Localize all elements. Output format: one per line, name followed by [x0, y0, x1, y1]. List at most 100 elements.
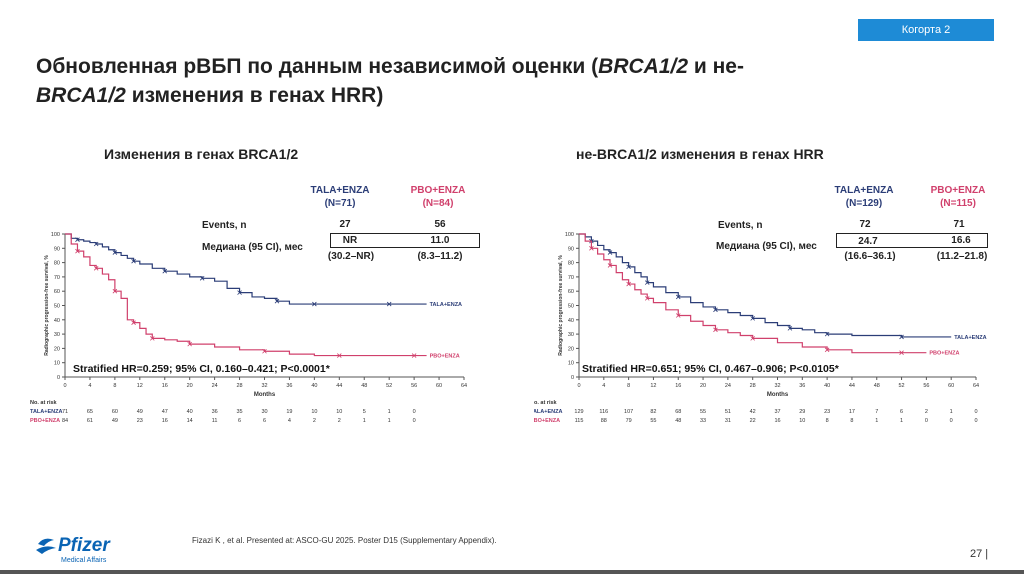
x-tick-label: 48 [874, 383, 880, 389]
censor-mark [274, 298, 280, 304]
x-tick-label: 64 [461, 383, 467, 389]
cohort-badge: Когорта 2 [858, 19, 994, 41]
at-risk-pbo-value: 1 [875, 418, 878, 424]
censor-mark [162, 268, 168, 274]
left-median-label: Медиана (95 CI), мес [202, 242, 303, 253]
right-pbo-label: PBO+ENZA [930, 185, 986, 196]
right-pbo-n: (N=115) [940, 198, 976, 209]
series-label-pbo: PBO+ENZA [430, 354, 460, 360]
x-tick-label: 48 [361, 383, 367, 389]
at-risk-tala-value: 37 [774, 409, 780, 415]
at-risk-pbo-value: 1 [900, 418, 903, 424]
km-curve-pbo [65, 233, 427, 357]
at-risk-pbo-value: 1 [388, 418, 391, 424]
at-risk-pbo-value: 16 [162, 418, 168, 424]
x-tick-label: 24 [725, 383, 731, 389]
censor-mark [75, 237, 80, 243]
right-pbo-median: 16.6 [951, 235, 971, 246]
censor-mark [112, 250, 118, 255]
y-tick-label: 40 [568, 318, 574, 324]
at-risk-tala-value: 17 [849, 409, 855, 415]
series-label-pbo: PBO+ENZA [929, 351, 959, 357]
censor-mark [607, 263, 613, 268]
right-tala-header: TALA+ENZA (N=129) [822, 184, 906, 210]
pfizer-logo: Pfizer Medical Affairs [34, 532, 134, 566]
at-risk-pbo-value: 6 [263, 418, 266, 424]
at-risk-pbo-label: PBO+ENZA [534, 418, 560, 424]
x-tick-label: 20 [187, 383, 193, 389]
at-risk-title: No. at risk [30, 400, 58, 406]
y-tick-label: 50 [568, 304, 574, 310]
x-tick-label: 32 [261, 383, 267, 389]
at-risk-tala-value: 36 [212, 409, 218, 415]
y-tick-label: 60 [568, 289, 574, 295]
at-risk-tala-value: 65 [87, 409, 93, 415]
left-tala-label: TALA+ENZA [310, 185, 370, 196]
at-risk-tala-value: 71 [62, 409, 68, 415]
left-median-box [330, 233, 480, 248]
at-risk-pbo-value: 8 [850, 418, 853, 424]
at-risk-pbo-value: 55 [650, 418, 656, 424]
at-risk-pbo-value: 23 [137, 418, 143, 424]
y-tick-label: 100 [565, 232, 574, 238]
censor-mark [199, 276, 205, 281]
y-tick-label: 50 [54, 304, 60, 310]
censor-mark [626, 281, 631, 287]
right-tala-label: TALA+ENZA [834, 185, 894, 196]
at-risk-pbo-value: 33 [700, 418, 706, 424]
at-risk-pbo-value: 115 [575, 418, 584, 424]
right-median-label: Медиана (95 CI), мес [716, 241, 817, 252]
at-risk-tala-value: 10 [311, 409, 317, 415]
left-hazard-ratio: Stratified HR=0.259; 95% CI, 0.160–0.421… [73, 363, 330, 375]
censor-mark [824, 331, 830, 337]
at-risk-tala-value: 116 [599, 409, 608, 415]
y-tick-label: 60 [54, 289, 60, 295]
y-tick-label: 90 [54, 246, 60, 252]
title-part-1: Обновленная рВБП по данным независимой о… [36, 55, 599, 78]
at-risk-tala-value: 40 [187, 409, 193, 415]
at-risk-pbo-value: 4 [288, 418, 291, 424]
at-risk-tala-value: 0 [974, 409, 977, 415]
at-risk-tala-value: 0 [413, 409, 416, 415]
right-tala-median: 24.7 [858, 236, 878, 247]
right-pbo-ci: (11.2–21.8) [936, 251, 988, 262]
censor-mark [675, 313, 681, 318]
at-risk-tala-value: 60 [112, 409, 118, 415]
series-label-tala: TALA+ENZA [430, 302, 462, 308]
at-risk-pbo-label: PBO+ENZA [30, 418, 60, 424]
x-axis-label: Months [767, 392, 789, 398]
left-tala-n: (N=71) [324, 198, 356, 209]
right-hazard-ratio: Stratified HR=0.651; 95% CI, 0.467–0.906… [582, 363, 839, 375]
at-risk-pbo-value: 11 [212, 418, 218, 424]
left-panel-title: Изменения в генах BRCA1/2 [104, 146, 299, 162]
censor-mark [713, 327, 718, 333]
slide-title: Обновленная рВБП по данным независимой о… [36, 52, 936, 110]
right-tala-n: (N=129) [845, 198, 883, 209]
censor-mark [675, 294, 681, 300]
y-tick-label: 80 [54, 261, 60, 267]
left-tala-header: TALA+ENZA (N=71) [300, 184, 380, 210]
censor-mark [131, 258, 136, 264]
km-curve-pbo [579, 233, 927, 354]
bottom-bar [0, 570, 1024, 574]
x-tick-label: 20 [700, 383, 706, 389]
at-risk-pbo-value: 10 [799, 418, 805, 424]
series-label-tala: TALA+ENZA [954, 335, 986, 341]
y-tick-label: 70 [54, 275, 60, 281]
y-tick-label: 30 [568, 332, 574, 338]
at-risk-pbo-value: 0 [413, 418, 416, 424]
right-events-label: Events, n [718, 220, 763, 231]
censor-mark [187, 341, 192, 347]
left-pbo-events: 56 [434, 219, 446, 230]
left-tala-median: NR [342, 235, 358, 246]
at-risk-tala-label: TALA+ENZA [534, 409, 562, 415]
x-tick-label: 16 [162, 383, 168, 389]
page-number: 27 | [970, 548, 989, 560]
at-risk-pbo-value: 2 [313, 418, 316, 424]
right-tala-events: 72 [859, 219, 871, 230]
at-risk-tala-label: TALA+ENZA [30, 409, 62, 415]
at-risk-pbo-value: 88 [601, 418, 607, 424]
right-median-box [836, 233, 988, 248]
at-risk-title: No. at risk [534, 400, 558, 406]
